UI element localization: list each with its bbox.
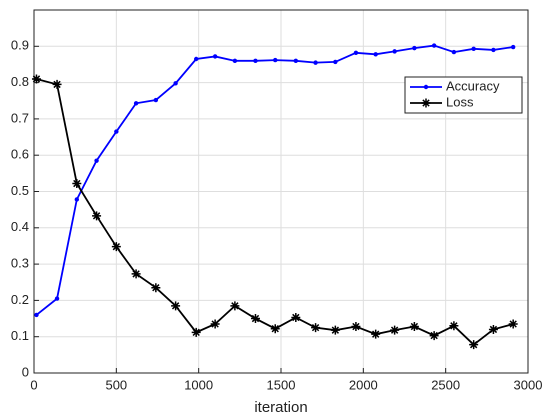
plot-frame xyxy=(33,9,529,374)
point xyxy=(390,325,400,335)
point xyxy=(353,50,359,56)
point xyxy=(111,242,121,252)
y-tick-label: 0 xyxy=(22,364,29,379)
y-tick-label: 0.2 xyxy=(11,292,29,307)
point xyxy=(471,46,476,52)
point xyxy=(429,331,439,341)
x-axis-label: iteration xyxy=(254,399,307,416)
point xyxy=(94,158,99,163)
y-tick-label: 0.7 xyxy=(11,110,29,125)
y-tick-label: 0.5 xyxy=(11,183,29,198)
point xyxy=(191,327,201,337)
legend-label: Accuracy xyxy=(446,78,500,93)
point xyxy=(212,54,218,59)
point xyxy=(54,296,60,301)
point xyxy=(449,321,459,331)
point xyxy=(52,79,62,89)
point xyxy=(351,322,361,332)
point xyxy=(330,325,340,335)
point xyxy=(451,49,457,55)
y-tick-label: 0.3 xyxy=(11,256,29,271)
point xyxy=(412,45,417,51)
point xyxy=(431,43,437,48)
point xyxy=(273,57,278,63)
point xyxy=(34,312,39,318)
point xyxy=(74,197,80,202)
point xyxy=(333,59,338,65)
x-tick-label: 2000 xyxy=(349,377,378,392)
point xyxy=(253,58,258,64)
point xyxy=(311,323,321,333)
point xyxy=(151,283,161,293)
point xyxy=(491,47,496,53)
x-tick-label: 2500 xyxy=(431,377,460,392)
legend-marker xyxy=(423,84,429,90)
point xyxy=(373,52,378,57)
point xyxy=(114,129,119,134)
point xyxy=(210,319,220,329)
y-tick-label: 0.8 xyxy=(11,74,29,89)
point xyxy=(232,58,238,64)
point xyxy=(173,81,178,86)
point xyxy=(193,56,199,62)
point xyxy=(72,179,82,189)
point xyxy=(171,301,181,311)
point xyxy=(92,211,102,221)
point xyxy=(392,49,397,54)
point xyxy=(131,269,141,279)
y-tick-label: 0.6 xyxy=(11,147,29,162)
x-tick-label: 500 xyxy=(105,377,127,392)
point xyxy=(230,301,240,311)
x-tick-label: 1000 xyxy=(184,377,213,392)
x-tick-label: 0 xyxy=(30,377,37,392)
point xyxy=(313,60,318,65)
y-tick-label: 0.1 xyxy=(11,328,29,343)
point xyxy=(371,329,381,339)
x-tick-label: 1500 xyxy=(267,377,296,392)
point xyxy=(409,322,419,332)
x-tick-label: 3000 xyxy=(514,377,543,392)
point xyxy=(133,101,139,106)
y-tick-label: 0.4 xyxy=(11,219,29,234)
point xyxy=(291,312,301,322)
legend-box xyxy=(404,76,523,114)
point xyxy=(508,319,518,329)
point xyxy=(270,324,280,334)
point xyxy=(488,324,498,334)
point xyxy=(153,97,159,103)
point xyxy=(31,74,41,84)
point xyxy=(510,44,516,50)
legend-marker xyxy=(421,98,431,108)
point xyxy=(250,314,260,324)
point xyxy=(469,340,479,350)
y-tick-label: 0.9 xyxy=(11,38,29,53)
point xyxy=(293,58,299,64)
legend-label: Loss xyxy=(446,94,474,109)
